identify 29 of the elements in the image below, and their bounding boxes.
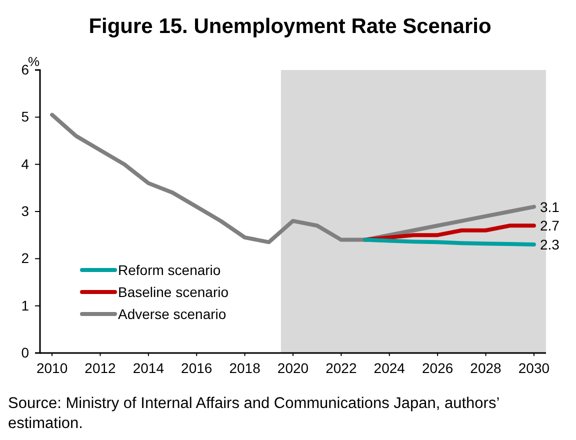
y-tick-label: 1: [21, 297, 30, 314]
source-note: Source: Ministry of Internal Affairs and Communications Japan, authors’ estimation.: [8, 394, 500, 434]
y-tick-label: 0: [21, 344, 30, 360]
x-tick-label: 2020: [277, 360, 309, 376]
y-tick-label: 6: [21, 61, 30, 78]
line-series: [363, 224, 536, 242]
legend-label: Reform scenario: [118, 262, 221, 278]
x-tick-label: 2018: [229, 360, 261, 376]
x-tick-label: 2012: [84, 360, 116, 376]
x-tick-label: 2010: [36, 360, 68, 376]
x-tick-label: 2028: [470, 360, 502, 376]
y-tick-label: 4: [21, 156, 30, 172]
x-tick-label: 2030: [518, 360, 550, 376]
chart-title: Figure 15. Unemployment Rate Scenario: [88, 15, 492, 38]
x-tick-label: 2014: [132, 360, 164, 376]
y-tick-label: 5: [21, 108, 30, 125]
x-tick-label: 2016: [181, 360, 212, 376]
data-label: 2.7: [540, 218, 560, 234]
y-axis-title: %: [28, 54, 40, 69]
x-tick-label: 2024: [374, 360, 406, 376]
data-label: 3.1: [540, 198, 560, 215]
y-tick-label: 2: [21, 250, 30, 266]
data-label: 2.3: [540, 236, 560, 253]
legend-label: Baseline scenario: [118, 284, 229, 300]
legend-label: Adverse scenario: [118, 306, 226, 322]
y-tick-label: 3: [21, 202, 30, 219]
line-series: [50, 112, 536, 244]
x-tick-label: 2026: [422, 360, 454, 376]
x-tick-label: 2022: [326, 360, 357, 376]
